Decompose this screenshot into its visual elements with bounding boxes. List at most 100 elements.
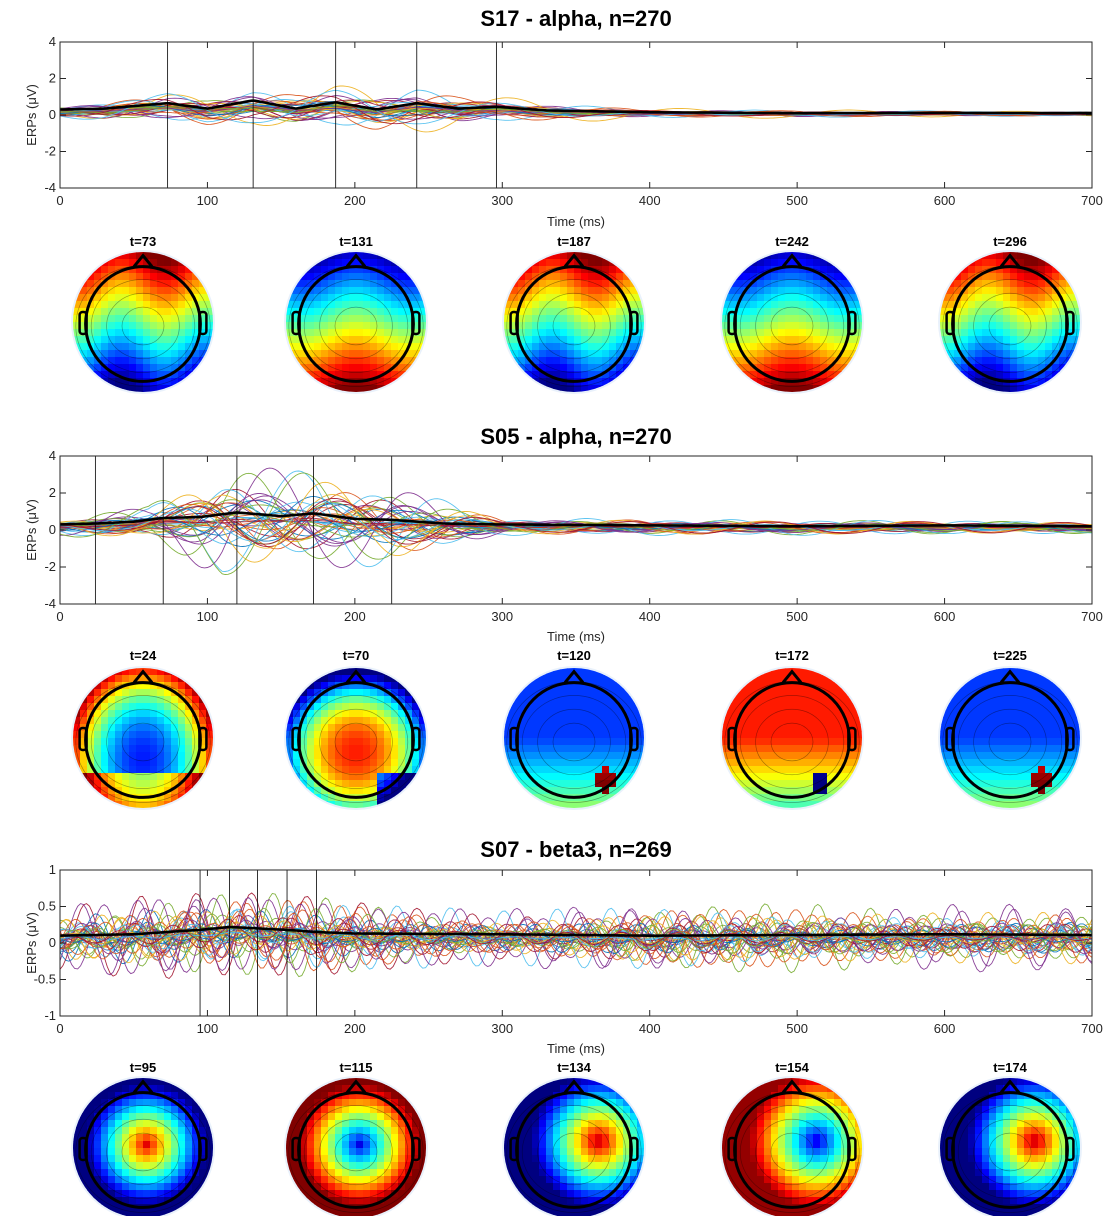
- contour-line: [537, 708, 611, 776]
- topomap: t=296: [938, 234, 1082, 394]
- x-tick-label: 100: [197, 609, 219, 624]
- contour-line: [303, 695, 409, 789]
- channel-trace: [60, 931, 1092, 942]
- channel-trace: [60, 504, 1092, 542]
- right-ear-icon: [847, 1136, 857, 1162]
- nose-icon: [345, 669, 367, 684]
- nose-icon: [781, 253, 803, 268]
- contour-line: [755, 1118, 829, 1186]
- x-tick-label: 100: [197, 1021, 219, 1036]
- right-ear-icon: [629, 1136, 639, 1162]
- mean-trace: [60, 511, 1092, 528]
- nose-icon: [132, 1079, 154, 1094]
- contour-line: [521, 279, 627, 373]
- contour-line: [90, 1105, 196, 1199]
- contour-line: [973, 1118, 1047, 1186]
- contour-line: [537, 292, 611, 360]
- right-ear-icon: [198, 1136, 208, 1162]
- left-ear-icon: [78, 310, 88, 336]
- nose-icon: [999, 669, 1021, 684]
- nose-icon: [781, 1079, 803, 1094]
- nose-icon: [132, 669, 154, 684]
- nose-icon: [345, 253, 367, 268]
- x-tick-label: 0: [56, 609, 63, 624]
- channel-trace: [60, 95, 1092, 125]
- contour-line: [957, 1105, 1063, 1199]
- contour-line: [303, 279, 409, 373]
- topomap: t=95: [71, 1060, 215, 1216]
- channel-trace: [60, 921, 1092, 955]
- topomap-label: t=242: [775, 234, 809, 249]
- y-tick-label: 2: [49, 71, 56, 86]
- x-tick-label: 300: [491, 609, 513, 624]
- left-ear-icon: [291, 1136, 301, 1162]
- x-tick-label: 600: [934, 609, 956, 624]
- contour-line: [739, 695, 845, 789]
- contour-line: [106, 292, 180, 360]
- contour-line: [552, 306, 596, 346]
- left-ear-icon: [945, 310, 955, 336]
- right-ear-icon: [411, 1136, 421, 1162]
- right-ear-icon: [411, 726, 421, 752]
- topomap: t=24: [71, 648, 215, 810]
- y-tick-label: 0: [49, 107, 56, 122]
- left-ear-icon: [727, 726, 737, 752]
- contour-line: [770, 1132, 814, 1172]
- y-tick-label: -0.5: [34, 972, 56, 987]
- contour-line: [755, 292, 829, 360]
- contour-line: [303, 1105, 409, 1199]
- nose-icon: [781, 669, 803, 684]
- x-tick-label: 200: [344, 193, 366, 208]
- contour-line: [90, 695, 196, 789]
- topomap: t=225: [938, 648, 1082, 810]
- channel-trace: [60, 497, 1092, 545]
- topomap-label: t=187: [557, 234, 591, 249]
- left-ear-icon: [291, 726, 301, 752]
- contour-line: [552, 722, 596, 762]
- chart-title: S17 - alpha, n=270: [480, 6, 671, 31]
- contour-line: [106, 708, 180, 776]
- y-tick-label: 4: [49, 448, 56, 463]
- x-axis-label: Time (ms): [547, 214, 605, 229]
- right-ear-icon: [847, 310, 857, 336]
- channel-trace: [60, 915, 1092, 954]
- butterfly-traces: [60, 85, 1092, 133]
- topomap: t=242: [720, 234, 864, 394]
- topomap-label: t=154: [775, 1060, 809, 1075]
- left-ear-icon: [509, 310, 519, 336]
- y-tick-label: -1: [44, 1008, 56, 1023]
- topomap: t=73: [71, 234, 215, 394]
- x-tick-label: 600: [934, 193, 956, 208]
- topomap-label: t=115: [340, 1060, 373, 1075]
- topomap: t=120: [502, 648, 646, 810]
- topomap-label: t=296: [993, 234, 1027, 249]
- right-ear-icon: [1065, 726, 1075, 752]
- contour-line: [334, 722, 378, 762]
- x-tick-label: 0: [56, 193, 63, 208]
- topomap-field: [73, 1078, 213, 1216]
- butterfly-traces: [60, 467, 1092, 575]
- topomap-label: t=24: [130, 648, 157, 663]
- topomap-label: t=172: [775, 648, 809, 663]
- nose-icon: [563, 669, 585, 684]
- x-tick-label: 0: [56, 1021, 63, 1036]
- y-tick-label: 0: [49, 522, 56, 537]
- contour-line: [319, 708, 393, 776]
- contour-line: [334, 1132, 378, 1172]
- x-tick-label: 300: [491, 1021, 513, 1036]
- contour-line: [90, 279, 196, 373]
- contour-line: [121, 306, 165, 346]
- y-tick-label: 2: [49, 485, 56, 500]
- left-ear-icon: [291, 310, 301, 336]
- contour-line: [988, 306, 1032, 346]
- topomap-label: t=225: [993, 648, 1027, 663]
- topomap: t=172: [720, 648, 864, 810]
- contour-line: [319, 1118, 393, 1186]
- topomap: t=70: [284, 648, 428, 810]
- x-tick-label: 400: [639, 193, 661, 208]
- y-tick-label: -2: [44, 144, 56, 159]
- x-tick-label: 600: [934, 1021, 956, 1036]
- topomap-label: t=95: [130, 1060, 156, 1075]
- right-ear-icon: [198, 726, 208, 752]
- contour-line: [121, 1132, 165, 1172]
